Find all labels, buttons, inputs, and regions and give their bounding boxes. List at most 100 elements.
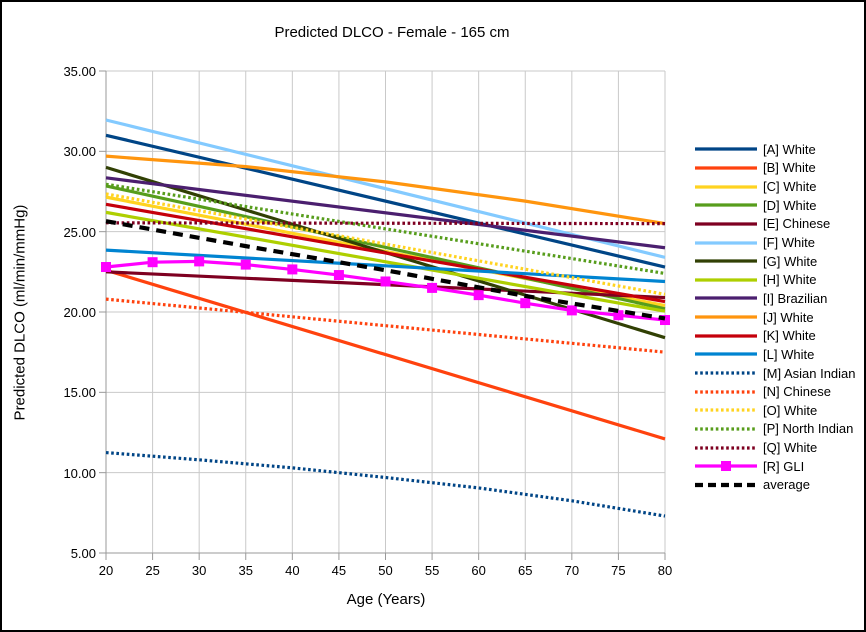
legend-item-O: [O] White	[695, 401, 856, 420]
legend-key-Q	[695, 445, 757, 450]
legend-key-F	[695, 240, 757, 245]
legend-item-K: [K] White	[695, 326, 856, 345]
x-tick-label: 30	[191, 563, 207, 578]
series-R-marker	[380, 276, 391, 287]
series-K-line	[105, 202, 666, 304]
legend-label-D: [D] White	[763, 197, 817, 213]
legend-label-B: [B] White	[763, 160, 816, 176]
x-tick-label: 50	[378, 563, 393, 578]
x-tick-label: 35	[238, 563, 253, 578]
legend-label-C: [C] White	[763, 179, 817, 195]
x-tick-label: 65	[518, 563, 533, 578]
series-R-marker	[287, 264, 298, 275]
y-tick-label: 20.00	[63, 305, 96, 320]
legend-item-I: [I] Brazilian	[695, 289, 856, 308]
legend-label-E: [E] Chinese	[763, 216, 831, 232]
legend-item-L: [L] White	[695, 345, 856, 364]
x-tick-label: 80	[657, 563, 673, 578]
legend-item-R: [R] GLI	[695, 457, 856, 476]
series-D-line	[105, 184, 666, 311]
legend-item-P: [P] North Indian	[695, 420, 856, 439]
y-tick-label: 5.00	[70, 546, 96, 561]
legend-item-N: [N] Chinese	[695, 382, 856, 401]
legend-item-A: [A] White	[695, 140, 856, 159]
x-tick-label: 45	[331, 563, 347, 578]
legend-label-P: [P] North Indian	[763, 421, 854, 437]
legend-key-avg	[695, 482, 757, 487]
legend-key-M	[695, 371, 757, 375]
legend-item-C: [C] White	[695, 177, 856, 196]
series-B-line	[105, 268, 666, 441]
legend-label-L: [L] White	[763, 346, 815, 362]
y-tick-label: 35.00	[63, 64, 96, 79]
legend-item-B: [B] White	[695, 159, 856, 178]
legend-item-Q: [Q] White	[695, 438, 856, 457]
legend-label-K: [K] White	[763, 328, 816, 344]
legend-key-K	[695, 334, 757, 338]
legend-key-J	[695, 315, 757, 319]
series-R-marker	[101, 262, 111, 273]
y-tick-label: 25.00	[63, 224, 96, 240]
legend-label-N: [N] Chinese	[763, 384, 831, 400]
series-M-line	[105, 450, 666, 518]
legend-key-B	[695, 166, 757, 170]
x-tick-label: 70	[564, 563, 580, 578]
x-tick-label: 20	[98, 563, 114, 578]
series-R-marker	[660, 315, 670, 326]
legend-label-A: [A] White	[763, 141, 816, 157]
legend-label-F: [F] White	[763, 235, 816, 251]
legend-label-J: [J] White	[763, 309, 814, 325]
legend-key-H	[695, 278, 757, 282]
legend-key-L	[695, 352, 757, 356]
legend-item-F: [F] White	[695, 233, 856, 252]
legend-item-avg: average	[695, 476, 856, 495]
legend-label-Q: [Q] White	[763, 440, 818, 456]
x-tick-label: 60	[471, 563, 486, 578]
legend-key-N	[695, 390, 757, 394]
chart-title: Predicted DLCO - Female - 165 cm	[274, 24, 510, 41]
legend-item-D: [D] White	[695, 196, 856, 215]
series-R-marker	[566, 305, 577, 316]
x-tick-label: 25	[145, 563, 160, 578]
legend-label-avg: average	[763, 477, 810, 493]
legend-key-G	[695, 259, 757, 263]
series-A-line	[105, 133, 666, 269]
legend-label-O: [O] White	[763, 402, 818, 418]
legend-item-H: [H] White	[695, 270, 856, 289]
series-R-marker	[194, 256, 205, 267]
legend-key-A	[695, 147, 757, 151]
series-I-line	[105, 176, 666, 250]
series-avg-line	[105, 219, 666, 321]
y-tick-label: 15.00	[63, 385, 96, 401]
legend-key-D	[695, 203, 757, 207]
series-R-marker	[613, 310, 624, 321]
series-R-marker	[427, 282, 438, 293]
series-H-line	[105, 210, 666, 313]
legend-item-G: [G] White	[695, 252, 856, 271]
series-R-marker	[333, 270, 344, 281]
legend-label-R: [R] GLI	[763, 458, 805, 474]
legend-key-C	[695, 184, 757, 189]
x-tick-label: 75	[611, 563, 626, 578]
legend: [A] White [B] White [C] White [D] White [E] …	[695, 140, 856, 494]
legend-item-E: [E] Chinese	[695, 215, 856, 234]
x-axis-title: Age (Years)	[346, 591, 426, 608]
legend-key-I	[695, 296, 757, 301]
legend-label-I: [I] Brazilian	[763, 290, 828, 306]
series-R-marker	[147, 257, 158, 268]
series-L-line	[105, 248, 666, 284]
legend-key-R	[695, 461, 757, 472]
y-tick-label: 30.00	[63, 144, 96, 160]
legend-label-G: [G] White	[763, 253, 818, 269]
y-tick-label: 10.00	[63, 465, 96, 481]
series-P-line	[105, 182, 666, 276]
legend-label-H: [H] White	[763, 272, 817, 288]
x-tick-label: 40	[285, 563, 300, 578]
legend-label-M: [M] Asian Indian	[763, 365, 856, 381]
series-R-marker	[520, 298, 531, 309]
legend-item-M: [M] Asian Indian	[695, 364, 856, 383]
legend-key-O	[695, 408, 757, 412]
x-tick-label: 55	[424, 563, 440, 578]
series-J-line	[105, 154, 666, 226]
